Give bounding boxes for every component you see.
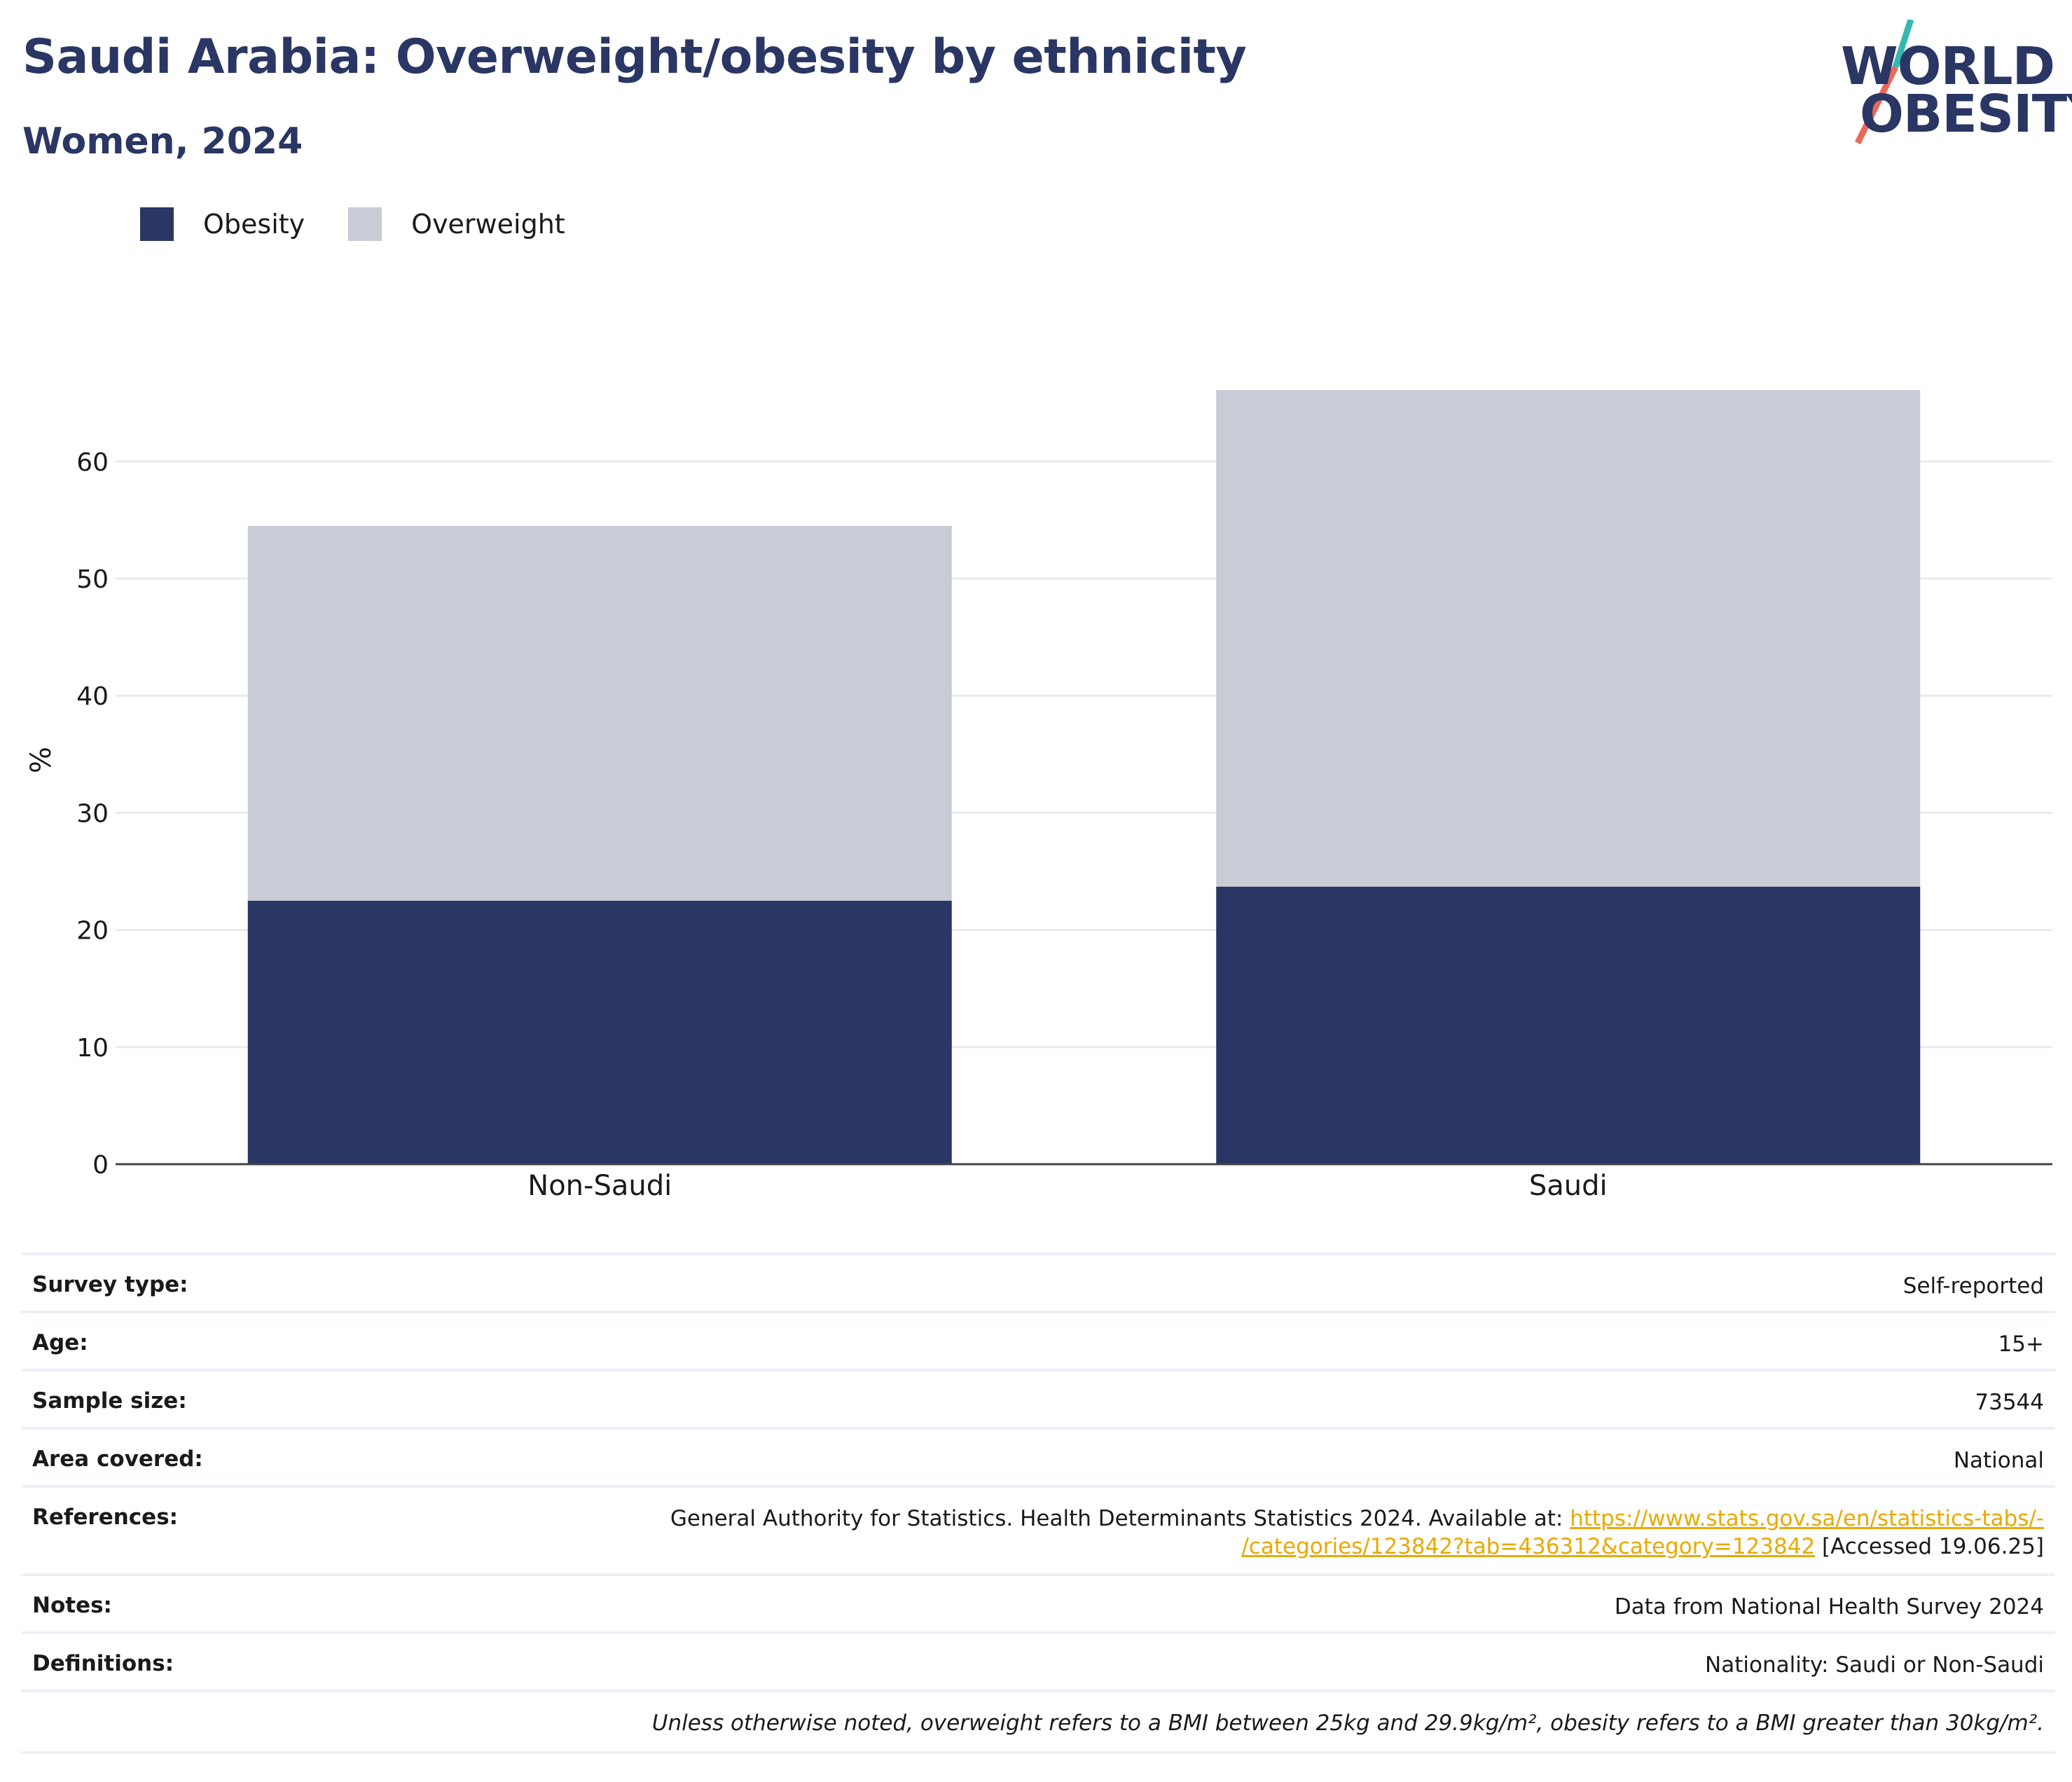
info-value: National — [1953, 1448, 2044, 1473]
references-text: General Authority for Statistics. Health… — [670, 1506, 1570, 1531]
legend-label-obesity: Obesity — [203, 209, 305, 240]
chart-legend: Obesity Overweight — [140, 207, 609, 241]
references-accessed: [Accessed 19.06.25] — [1815, 1534, 2044, 1559]
y-tick-label: 60 — [76, 448, 109, 477]
info-row-sample-size: Sample size: 73544 — [21, 1372, 2055, 1430]
legend-label-overweight: Overweight — [411, 209, 565, 240]
y-tick-label: 30 — [76, 799, 109, 828]
y-tick-label: 0 — [92, 1151, 109, 1180]
logo-line2: OBESITY — [1860, 84, 2072, 144]
bar-overweight-saudi — [1216, 389, 1921, 887]
logo-line1: WORLD — [1841, 36, 2055, 97]
info-row-area: Area covered: National — [21, 1430, 2055, 1488]
info-label: Area covered: — [32, 1446, 203, 1472]
info-label: Survey type: — [32, 1272, 188, 1297]
info-row-notes: Notes: Data from National Health Survey … — [21, 1576, 2055, 1634]
info-label: Sample size: — [32, 1388, 187, 1414]
legend-swatch-overweight — [348, 207, 382, 241]
legend-item-obesity[interactable]: Obesity — [140, 207, 305, 241]
references-value: General Authority for Statistics. Health… — [670, 1505, 2044, 1561]
info-row-age: Age: 15+ — [21, 1313, 2055, 1372]
stacked-bar-chart: 0 10 20 30 40 50 60 Non-Saudi Saudi% — [25, 389, 2052, 1202]
info-row-definitions: Definitions: Nationality: Saudi or Non-S… — [21, 1634, 2055, 1692]
x-tick-label: Saudi — [1529, 1170, 1608, 1202]
bar-obesity-saudi — [1216, 886, 1921, 1164]
info-row-survey-type: Survey type: Self-reported — [21, 1255, 2055, 1313]
page-subtitle: Women, 2024 — [22, 120, 303, 163]
y-axis-label: % — [25, 747, 57, 773]
y-tick-label: 50 — [76, 565, 109, 594]
bar-overweight-non-saudi — [247, 525, 952, 901]
info-label: Definitions: — [32, 1651, 174, 1676]
info-value: 73544 — [1975, 1390, 2044, 1415]
logo-slash-icon — [1854, 20, 1914, 145]
info-value: Data from National Health Survey 2024 — [1614, 1594, 2044, 1619]
world-obesity-logo: WORLD OBESITY — [1828, 20, 2072, 146]
y-tick-label: 40 — [76, 682, 109, 711]
info-label: References: — [32, 1505, 179, 1530]
info-value: Self-reported — [1902, 1273, 2044, 1299]
page-title: Saudi Arabia: Overweight/obesity by ethn… — [22, 29, 1247, 85]
references-link-part1[interactable]: https://www.stats.gov.sa/en/statistics-t… — [1570, 1506, 2044, 1531]
info-label: Age: — [32, 1330, 88, 1355]
bmi-footnote: Unless otherwise noted, overweight refer… — [21, 1692, 2055, 1754]
info-label: Notes: — [32, 1593, 112, 1618]
info-value: 15+ — [1998, 1332, 2044, 1357]
references-link-part2[interactable]: /categories/123842?tab=436312&category=1… — [1241, 1534, 1816, 1559]
x-tick-label: Non-Saudi — [527, 1170, 672, 1202]
y-tick-label: 20 — [76, 917, 109, 946]
legend-item-overweight[interactable]: Overweight — [348, 207, 565, 241]
survey-info-table: Survey type: Self-reported Age: 15+ Samp… — [21, 1252, 2055, 1754]
bar-obesity-non-saudi — [247, 900, 952, 1164]
y-tick-label: 10 — [76, 1034, 109, 1063]
info-value: Nationality: Saudi or Non-Saudi — [1705, 1652, 2044, 1678]
legend-swatch-obesity — [140, 207, 174, 241]
info-row-references: References: General Authority for Statis… — [21, 1488, 2055, 1576]
